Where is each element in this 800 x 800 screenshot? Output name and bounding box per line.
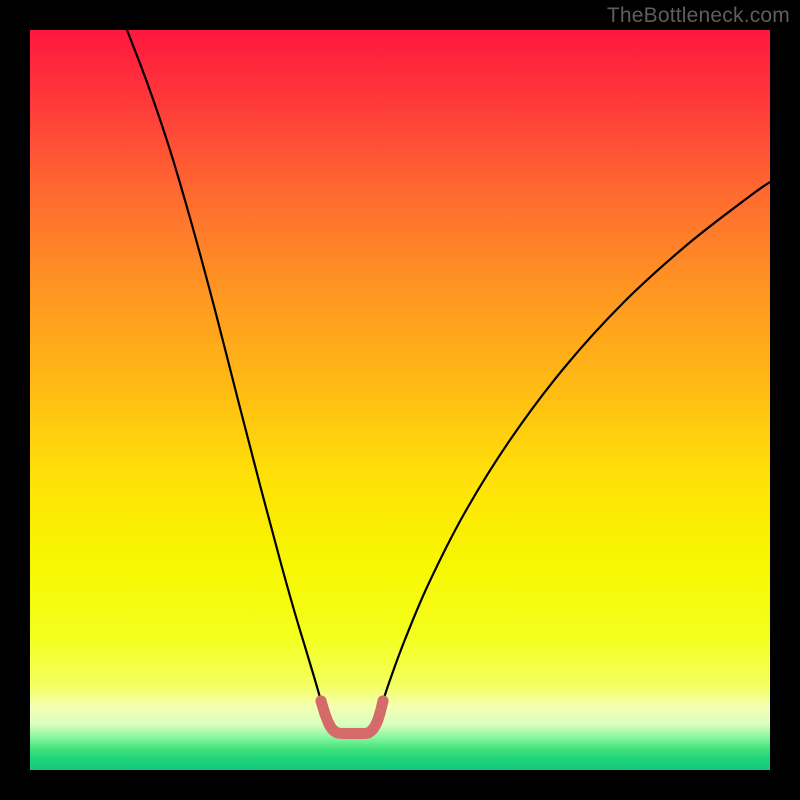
valley-marker-dot <box>316 696 327 707</box>
valley-marker-dot <box>375 708 386 719</box>
attribution-label: TheBottleneck.com <box>607 4 790 28</box>
valley-marker-dot <box>378 696 389 707</box>
valley-marker-dot <box>320 709 331 720</box>
curve-left-branch <box>127 30 321 701</box>
curve-right-branch <box>383 182 770 701</box>
plot-area <box>30 30 770 770</box>
chart-frame: TheBottleneck.com <box>0 0 800 800</box>
plot-overlay <box>30 30 770 770</box>
